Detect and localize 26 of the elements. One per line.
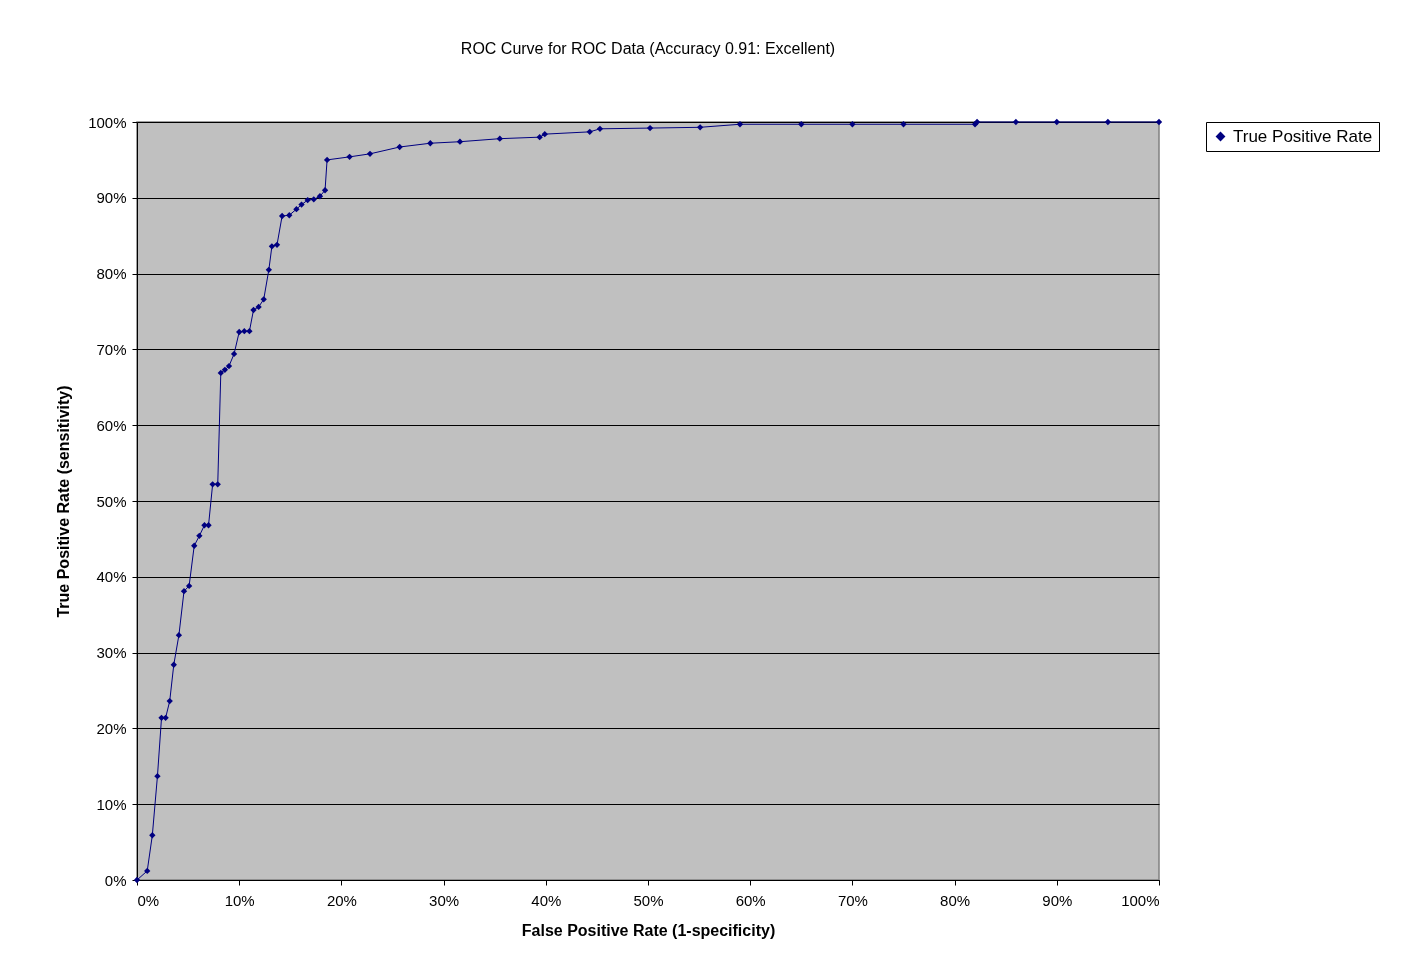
x-axis-title: False Positive Rate (1-specificity) [521,921,776,939]
y-tick-label: 60% [96,416,127,434]
y-tick-label: 70% [96,340,127,358]
y-tick-label: 20% [96,719,127,737]
y-tick-label: 0% [104,871,127,889]
y-axis-title: True Positive Rate (sensitivity) [55,385,73,618]
x-tick-label: 20% [326,891,357,909]
y-tick-label: 50% [96,492,127,510]
x-tick-label: 80% [940,891,971,909]
x-tick-label: 70% [837,891,868,909]
x-tick-label: 40% [531,891,562,909]
x-tick-label: 100% [1121,891,1160,909]
y-tick-label: 10% [96,795,127,813]
y-tick-label: 30% [96,644,127,662]
y-tick-label: 90% [96,189,127,207]
x-tick-label: 30% [429,891,460,909]
x-tick-label: 10% [224,891,255,909]
x-tick-label: 0% [137,891,160,909]
y-tick-label: 100% [88,113,127,131]
chart-title: ROC Curve for ROC Data (Accuracy 0.91: Excellent) [460,40,836,57]
x-tick-label: 90% [1042,891,1073,909]
legend-label: True Positive Rate [1233,126,1373,146]
x-tick-label: 60% [735,891,766,909]
y-tick-label: 40% [96,568,127,586]
y-tick-label: 80% [96,265,127,283]
x-tick-label: 50% [633,891,664,909]
